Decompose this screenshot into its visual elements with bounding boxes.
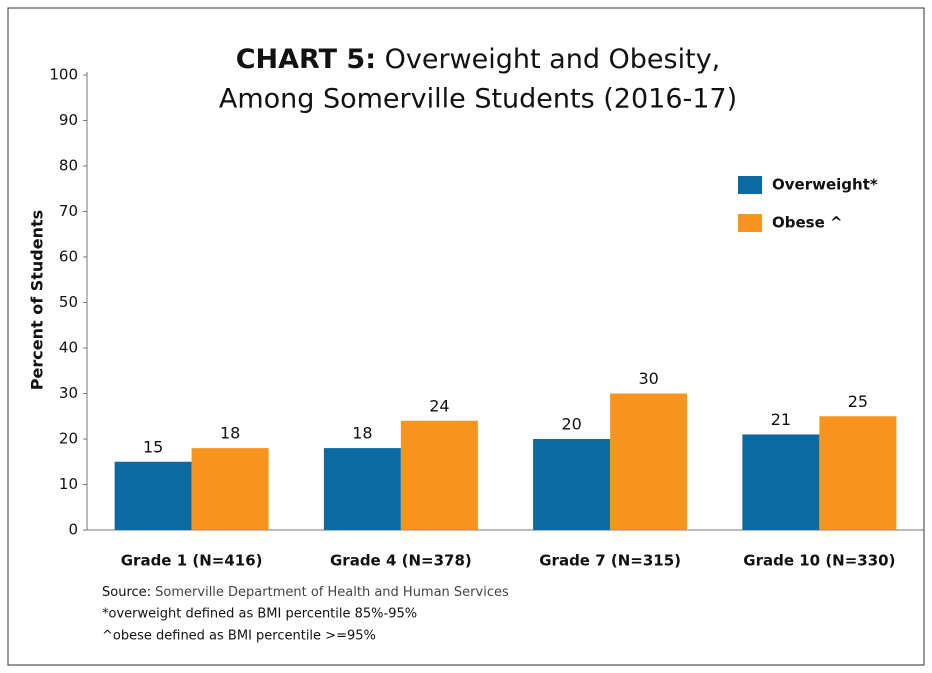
data-label: 30 [638, 369, 658, 388]
y-tick-label: 70 [59, 202, 78, 220]
bar [323, 448, 401, 530]
data-label: 24 [429, 396, 449, 415]
y-tick-label: 90 [59, 111, 78, 129]
data-label: 15 [143, 437, 163, 456]
legend-swatch [738, 176, 762, 194]
chart-subtitle: Among Somerville Students (2016-17) [219, 84, 737, 115]
y-tick-label: 30 [59, 384, 78, 402]
bar [114, 461, 192, 530]
note: ^obese defined as BMI percentile >=95% [102, 629, 376, 644]
bar [191, 448, 269, 530]
bar [742, 434, 820, 530]
x-tick-label: Grade 1 (N=416) [121, 552, 263, 570]
data-label: 20 [561, 415, 581, 434]
y-tick-label: 100 [49, 66, 78, 84]
legend-label: Obese ^ [772, 214, 843, 232]
data-label: 18 [352, 424, 372, 443]
data-label: 25 [848, 392, 868, 411]
x-tick-label: Grade 7 (N=315) [539, 552, 681, 570]
x-tick-label: Grade 4 (N=378) [330, 552, 472, 570]
y-tick-label: 60 [59, 248, 78, 266]
y-axis-label: Percent of Students [28, 210, 47, 390]
legend-label: Overweight* [772, 176, 878, 194]
y-tick-label: 80 [59, 157, 78, 175]
source: Source: Somerville Department of Health … [102, 585, 509, 600]
frame [7, 7, 925, 666]
bar [610, 393, 688, 530]
bar [819, 416, 897, 530]
bar [533, 439, 611, 530]
legend-swatch [738, 214, 762, 232]
title-text: Overweight and Obesity, [385, 44, 721, 75]
y-tick-label: 10 [59, 475, 78, 493]
y-tick-label: 0 [68, 521, 78, 539]
bar [400, 420, 478, 530]
note: *overweight defined as BMI percentile 85… [102, 607, 417, 622]
y-tick-label: 50 [59, 293, 78, 311]
source-text: Somerville Department of Health and Huma… [155, 585, 509, 600]
x-tick-label: Grade 10 (N=330) [743, 552, 895, 570]
title-prefix: CHART 5: [236, 44, 376, 75]
y-tick-label: 40 [59, 339, 78, 357]
source-label: Source: [102, 585, 151, 600]
chart-title: CHART 5: Overweight and Obesity, [236, 44, 721, 75]
y-tick-label: 20 [59, 430, 78, 448]
data-label: 18 [220, 424, 240, 443]
data-label: 21 [771, 410, 791, 429]
